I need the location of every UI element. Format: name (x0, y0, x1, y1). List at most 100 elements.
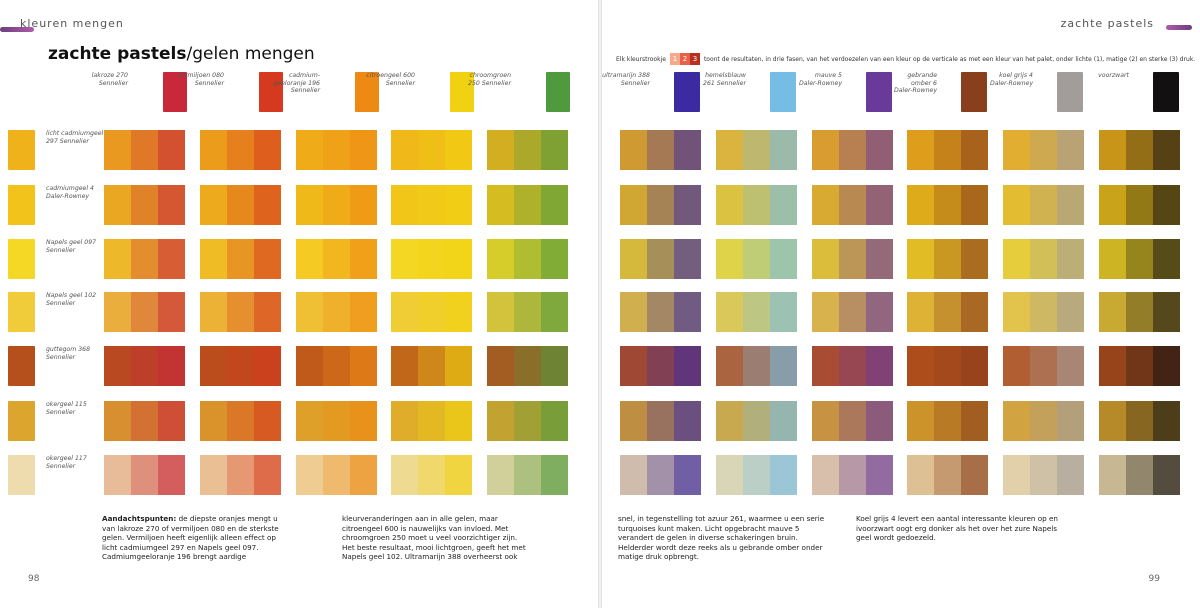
pressure-band-2 (647, 401, 674, 441)
pressure-band-2 (743, 346, 770, 386)
pressure-band-3 (1153, 346, 1180, 386)
mix-cell (200, 185, 281, 225)
mix-cell (620, 239, 701, 279)
mix-cell (296, 455, 377, 495)
mix-cell (812, 130, 893, 170)
pressure-band-1 (200, 401, 227, 441)
row-swatch-2 (8, 239, 35, 279)
pressure-band-1 (296, 455, 323, 495)
row-label-6: okergeel 117 Sennelier (46, 455, 87, 470)
mix-cell (716, 455, 797, 495)
mix-cell (1099, 130, 1180, 170)
section-header-right: zachte pastels (1060, 17, 1154, 30)
pressure-band-3 (541, 239, 568, 279)
pressure-band-2 (1126, 401, 1153, 441)
pressure-band-3 (961, 292, 988, 332)
pressure-band-2 (934, 346, 961, 386)
pressure-band-1 (391, 292, 418, 332)
pressure-band-2 (1030, 346, 1057, 386)
column-swatch-left-0 (163, 72, 187, 112)
mix-cell (296, 130, 377, 170)
pressure-band-1 (200, 185, 227, 225)
pressure-band-1 (1099, 346, 1126, 386)
mix-cell (487, 130, 568, 170)
pressure-band-3 (961, 401, 988, 441)
pressure-band-2 (839, 401, 866, 441)
pressure-band-3 (158, 455, 185, 495)
pressure-band-2 (418, 455, 445, 495)
pressure-band-1 (1003, 455, 1030, 495)
pressure-band-1 (391, 185, 418, 225)
mix-cell (296, 346, 377, 386)
pressure-band-3 (445, 239, 472, 279)
pressure-band-2 (1030, 130, 1057, 170)
pressure-band-2 (647, 185, 674, 225)
page-number-right: 99 (1148, 574, 1160, 584)
column-swatch-right-0 (674, 72, 700, 112)
column-label-left-0: lakroze 270 Sennelier (91, 72, 128, 87)
pressure-band-1 (620, 239, 647, 279)
pressure-band-2 (514, 346, 541, 386)
pressure-band-1 (200, 239, 227, 279)
mix-cell (620, 455, 701, 495)
pressure-band-3 (674, 401, 701, 441)
column-swatch-right-4 (1057, 72, 1083, 112)
mix-cell (200, 239, 281, 279)
pressure-band-2 (934, 239, 961, 279)
pressure-band-1 (391, 401, 418, 441)
pressure-band-3 (350, 239, 377, 279)
column-swatch-left-4 (546, 72, 570, 112)
mix-cell (812, 185, 893, 225)
column-label-right-1: hemelsblauw 261 Sennelier (703, 72, 746, 87)
pressure-band-1 (907, 130, 934, 170)
mix-cell (1003, 185, 1084, 225)
pressure-band-3 (1153, 292, 1180, 332)
pressure-band-3 (445, 455, 472, 495)
page-title: zachte pastels/gelen mengen (48, 44, 315, 64)
mix-cell (716, 346, 797, 386)
mix-cell (200, 130, 281, 170)
pressure-band-2 (647, 292, 674, 332)
pressure-band-3 (674, 346, 701, 386)
mix-cell (1003, 455, 1084, 495)
pressure-band-3 (961, 455, 988, 495)
pressure-band-1 (716, 130, 743, 170)
pressure-band-1 (391, 130, 418, 170)
pressure-band-1 (620, 185, 647, 225)
pressure-band-2 (839, 346, 866, 386)
mix-cell (620, 292, 701, 332)
book-gutter (598, 0, 602, 608)
mix-cell (200, 401, 281, 441)
pressure-band-1 (391, 455, 418, 495)
pressure-band-2 (227, 239, 254, 279)
pressure-band-3 (1057, 401, 1084, 441)
pressure-band-3 (541, 130, 568, 170)
pressure-band-3 (866, 292, 893, 332)
pressure-band-2 (743, 185, 770, 225)
pressure-band-1 (1099, 455, 1126, 495)
pressure-band-2 (323, 346, 350, 386)
pressure-band-2 (418, 185, 445, 225)
pressure-band-2 (1126, 130, 1153, 170)
pressure-band-1 (620, 401, 647, 441)
pressure-band-1 (812, 346, 839, 386)
pressure-band-2 (934, 401, 961, 441)
pressure-band-1 (620, 455, 647, 495)
column-label-left-4: chroomgroen 250 Sennelier (468, 72, 511, 87)
pressure-band-3 (350, 401, 377, 441)
pressure-band-3 (866, 130, 893, 170)
pressure-band-3 (541, 455, 568, 495)
pressure-band-2 (514, 455, 541, 495)
column-label-right-4: koel grijs 4 Daler-Rowney (989, 72, 1033, 87)
pressure-band-3 (1057, 130, 1084, 170)
mix-cell (907, 292, 988, 332)
mix-cell (1003, 239, 1084, 279)
pressure-band-1 (907, 346, 934, 386)
mix-cell (1003, 292, 1084, 332)
purple-stroke-decoration (0, 27, 34, 32)
pressure-band-1 (1099, 292, 1126, 332)
mix-cell (812, 239, 893, 279)
column-swatch-right-1 (770, 72, 796, 112)
pressure-band-2 (1030, 185, 1057, 225)
page-number-left: 98 (28, 574, 40, 584)
